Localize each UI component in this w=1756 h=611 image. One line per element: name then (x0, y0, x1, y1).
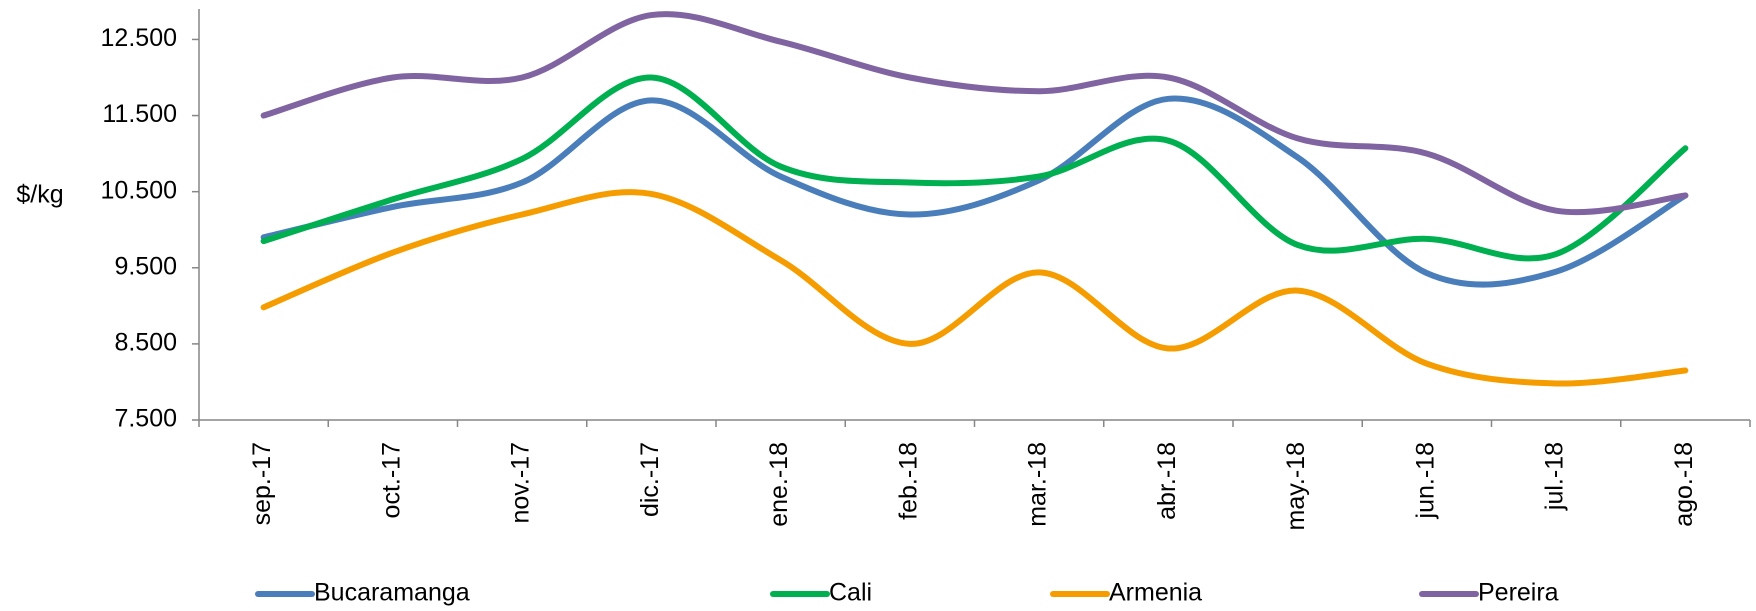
line-series (260, 74, 1689, 262)
line-series (260, 189, 1689, 387)
y-tick-label: 11.500 (102, 100, 177, 128)
x-tick-label: jun.-18 (1411, 442, 1439, 519)
x-tick-label: feb.-18 (894, 442, 922, 520)
y-tick-label: 9.500 (114, 252, 177, 280)
x-tick-label: oct.-17 (377, 442, 405, 518)
x-tick-label: sep.-17 (248, 442, 276, 525)
x-tick-label: ene.-18 (765, 442, 793, 527)
y-axis-label: $/kg (16, 181, 63, 209)
x-tick-label: jul.-18 (1541, 442, 1569, 511)
legend-label: Bucaramanga (314, 579, 470, 607)
y-tick-label: 10.500 (101, 176, 177, 204)
y-tick-label: 7.500 (114, 405, 177, 433)
x-tick-label: may.-18 (1282, 442, 1310, 530)
y-tick-label: 12.500 (101, 24, 177, 52)
line-series (260, 95, 1689, 288)
legend-label: Pereira (1478, 579, 1559, 607)
legend-label: Armenia (1109, 579, 1202, 607)
x-tick-label: nov.-17 (507, 442, 535, 524)
legend-label: Cali (829, 579, 872, 607)
y-tick-label: 8.500 (114, 328, 177, 356)
x-tick-label: abr.-18 (1153, 442, 1181, 520)
line-series (260, 11, 1689, 216)
x-tick-label: ago.-18 (1670, 442, 1698, 527)
x-tick-label: dic.-17 (636, 442, 664, 517)
x-tick-label: mar.-18 (1024, 442, 1052, 527)
